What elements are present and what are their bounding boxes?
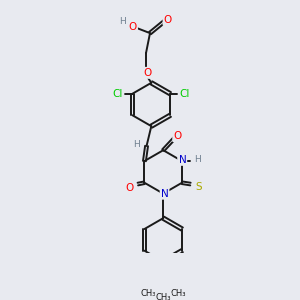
Text: O: O bbox=[126, 183, 134, 193]
Text: O: O bbox=[126, 183, 134, 193]
Text: H: H bbox=[194, 155, 200, 164]
Text: N: N bbox=[161, 189, 168, 199]
Text: O: O bbox=[143, 68, 152, 78]
Text: S: S bbox=[195, 182, 202, 192]
Text: CH₃: CH₃ bbox=[155, 293, 171, 300]
Text: N: N bbox=[178, 155, 186, 165]
Text: H: H bbox=[119, 17, 126, 26]
Text: Cl: Cl bbox=[113, 89, 123, 99]
Text: CH₃: CH₃ bbox=[170, 289, 185, 298]
Text: O: O bbox=[173, 131, 181, 141]
Text: H: H bbox=[119, 17, 126, 26]
Text: O: O bbox=[164, 15, 172, 25]
Text: O: O bbox=[129, 22, 137, 32]
Text: O: O bbox=[143, 68, 152, 78]
Text: Cl: Cl bbox=[179, 89, 190, 99]
Text: N: N bbox=[178, 155, 186, 165]
Text: O: O bbox=[129, 22, 137, 32]
Text: S: S bbox=[195, 182, 202, 192]
Text: N: N bbox=[161, 189, 168, 199]
Text: Cl: Cl bbox=[179, 89, 190, 99]
Text: CH₃: CH₃ bbox=[141, 289, 156, 298]
Text: H: H bbox=[133, 140, 140, 149]
Text: O: O bbox=[164, 15, 172, 25]
Text: H: H bbox=[133, 140, 140, 149]
Text: Cl: Cl bbox=[113, 89, 123, 99]
Text: H: H bbox=[194, 155, 200, 164]
Text: O: O bbox=[173, 131, 181, 141]
